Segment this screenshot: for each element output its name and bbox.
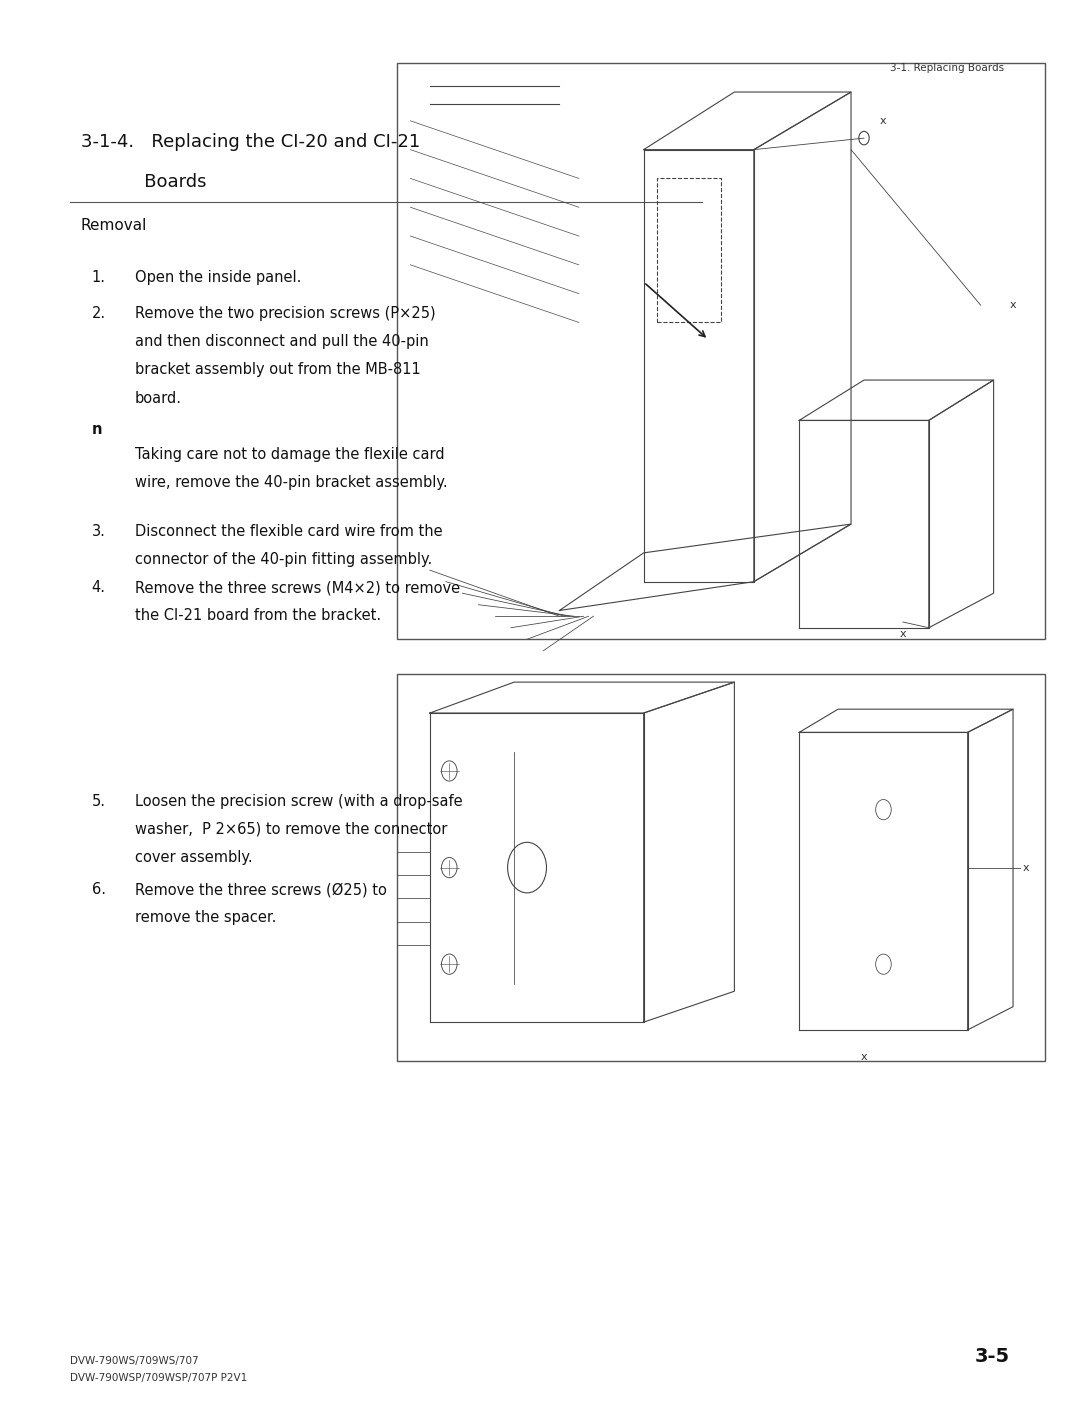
Text: Taking care not to damage the flexile card: Taking care not to damage the flexile ca… [135, 447, 445, 462]
Text: Remove the three screws (Ø25) to: Remove the three screws (Ø25) to [135, 882, 387, 898]
Text: 3-1-4.   Replacing the CI-20 and CI-21: 3-1-4. Replacing the CI-20 and CI-21 [81, 133, 420, 152]
Text: 6.: 6. [92, 882, 106, 898]
Text: the CI-21 board from the bracket.: the CI-21 board from the bracket. [135, 608, 381, 624]
Text: Remove the two precision screws (P×25): Remove the two precision screws (P×25) [135, 306, 435, 322]
Text: 1.: 1. [92, 270, 106, 285]
Text: 2.: 2. [92, 306, 106, 322]
Text: 4.: 4. [92, 580, 106, 596]
Text: x: x [1010, 301, 1016, 311]
Text: Remove the three screws (M4×2) to remove: Remove the three screws (M4×2) to remove [135, 580, 460, 596]
Text: and then disconnect and pull the 40-pin: and then disconnect and pull the 40-pin [135, 334, 429, 350]
Text: Loosen the precision screw (with a drop-safe: Loosen the precision screw (with a drop-… [135, 794, 462, 809]
Text: Removal: Removal [81, 218, 147, 233]
Text: 3-5: 3-5 [974, 1346, 1010, 1366]
Text: wire, remove the 40-pin bracket assembly.: wire, remove the 40-pin bracket assembly… [135, 475, 447, 490]
Text: cover assembly.: cover assembly. [135, 850, 253, 865]
Text: remove the spacer.: remove the spacer. [135, 910, 276, 926]
Text: x: x [861, 1052, 867, 1062]
Text: 5.: 5. [92, 794, 106, 809]
Text: Disconnect the flexible card wire from the: Disconnect the flexible card wire from t… [135, 524, 443, 540]
Text: x: x [880, 115, 887, 126]
Text: connector of the 40-pin fitting assembly.: connector of the 40-pin fitting assembly… [135, 552, 432, 568]
Text: 3.: 3. [92, 524, 106, 540]
Text: washer,  P 2×65) to remove the connector: washer, P 2×65) to remove the connector [135, 822, 447, 837]
Text: Boards: Boards [81, 173, 206, 191]
Text: Open the inside panel.: Open the inside panel. [135, 270, 301, 285]
Bar [397, 63, 1045, 639]
Text: x: x [1023, 863, 1029, 873]
Bar [397, 674, 1045, 1061]
Text: x: x [900, 628, 906, 638]
Text: bracket assembly out from the MB-811: bracket assembly out from the MB-811 [135, 362, 421, 378]
Text: 3-1. Replacing Boards: 3-1. Replacing Boards [890, 63, 1004, 73]
Text: n: n [92, 422, 103, 437]
Text: DVW-790WSP/709WSP/707P P2V1: DVW-790WSP/709WSP/707P P2V1 [70, 1373, 247, 1383]
Text: DVW-790WS/709WS/707: DVW-790WS/709WS/707 [70, 1356, 199, 1366]
Text: board.: board. [135, 391, 183, 406]
